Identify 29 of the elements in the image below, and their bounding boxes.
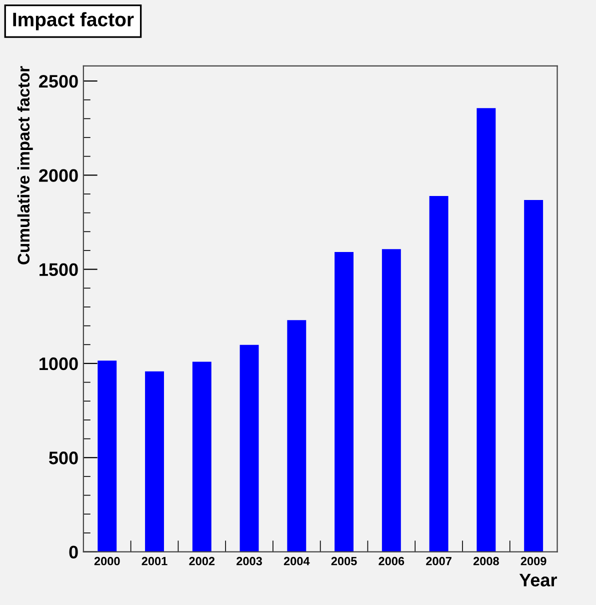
x-tick-label: 2008: [473, 556, 499, 566]
chart-title: Impact factor: [13, 12, 134, 30]
x-tick-label: 2000: [94, 556, 120, 566]
x-tick-label: 2001: [142, 556, 168, 566]
x-axis-title: Year: [519, 574, 557, 586]
y-tick-label: 2000: [39, 169, 78, 182]
y-tick-label: 1000: [40, 357, 78, 370]
x-tick-label: 2007: [426, 556, 452, 566]
y-tick-label: 1500: [40, 263, 78, 276]
x-tick-label: 2009: [520, 556, 546, 566]
y-tick-label: 0: [69, 546, 78, 558]
bar: [334, 252, 354, 552]
bar: [476, 108, 496, 552]
bar: [240, 344, 259, 552]
x-tick-label: 2006: [378, 556, 404, 566]
bar: [382, 249, 401, 552]
y-tick-label: 2500: [39, 74, 78, 88]
x-tick-label: 2003: [236, 556, 262, 566]
bar: [145, 371, 164, 552]
x-tick-label: 2002: [189, 556, 215, 566]
bar: [287, 320, 306, 552]
bar: [98, 360, 117, 552]
y-tick-label: 500: [49, 452, 78, 464]
bar: [524, 200, 544, 552]
x-tick-label: 2004: [284, 556, 310, 566]
bar: [192, 362, 212, 552]
y-axis-title: Cumulative impact factor: [17, 66, 33, 264]
bar: [429, 196, 448, 552]
x-tick-label: 2005: [331, 556, 357, 566]
